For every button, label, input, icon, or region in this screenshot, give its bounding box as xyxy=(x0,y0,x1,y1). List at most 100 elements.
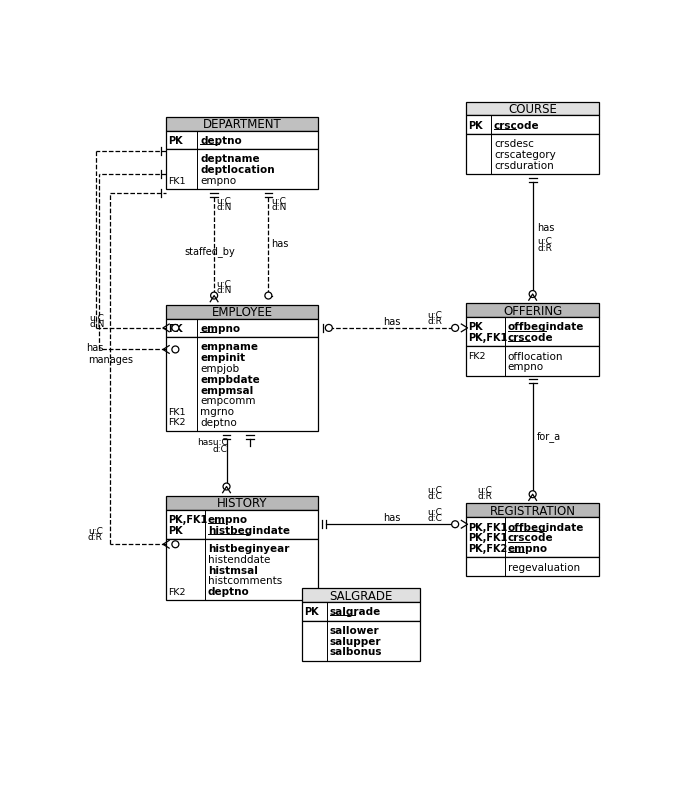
Text: d:R: d:R xyxy=(427,317,442,326)
Text: FK2: FK2 xyxy=(168,418,186,427)
Circle shape xyxy=(172,541,179,548)
Text: FK1: FK1 xyxy=(168,407,186,416)
Text: salupper: salupper xyxy=(330,636,381,646)
Bar xyxy=(466,347,600,376)
Text: PK: PK xyxy=(168,525,183,535)
Bar xyxy=(166,132,318,150)
Text: empname: empname xyxy=(200,342,258,352)
Circle shape xyxy=(529,291,536,298)
Text: PK: PK xyxy=(168,323,183,334)
Text: PK: PK xyxy=(469,322,483,332)
Text: empinit: empinit xyxy=(200,353,246,363)
Bar xyxy=(166,539,318,601)
Text: u:C: u:C xyxy=(538,237,552,246)
Circle shape xyxy=(210,293,217,300)
Text: COURSE: COURSE xyxy=(509,103,557,115)
Text: FK2: FK2 xyxy=(168,587,186,596)
Circle shape xyxy=(172,325,179,332)
Bar xyxy=(166,118,318,132)
Bar xyxy=(166,306,318,319)
Text: PK,FK1: PK,FK1 xyxy=(469,533,508,543)
Text: empno: empno xyxy=(508,362,544,372)
Text: u:C: u:C xyxy=(271,196,286,205)
Text: EMPLOYEE: EMPLOYEE xyxy=(211,306,273,319)
Text: u:C: u:C xyxy=(217,279,231,289)
Bar xyxy=(302,589,420,602)
Text: d:N: d:N xyxy=(271,202,287,212)
Text: empcomm: empcomm xyxy=(200,395,256,406)
Text: crsduration: crsduration xyxy=(494,160,553,171)
Text: crscode: crscode xyxy=(508,333,553,342)
Text: histbegindate: histbegindate xyxy=(208,525,290,535)
Bar xyxy=(166,496,318,510)
Text: has: has xyxy=(384,317,401,326)
Text: PK,FK1: PK,FK1 xyxy=(469,333,508,342)
Text: histcomments: histcomments xyxy=(208,576,282,585)
Text: SALGRADE: SALGRADE xyxy=(329,589,393,602)
Text: PK: PK xyxy=(168,136,183,146)
Text: histenddate: histenddate xyxy=(208,554,270,564)
Text: PK,FK2: PK,FK2 xyxy=(469,544,508,553)
Text: regevaluation: regevaluation xyxy=(508,562,580,572)
Text: d:N: d:N xyxy=(217,286,232,294)
Text: empno: empno xyxy=(508,544,548,553)
Circle shape xyxy=(223,484,230,490)
Text: deptlocation: deptlocation xyxy=(200,165,275,175)
Circle shape xyxy=(452,521,459,528)
Text: DEPARTMENT: DEPARTMENT xyxy=(203,118,282,132)
Text: has: has xyxy=(271,239,289,249)
Bar xyxy=(166,319,318,338)
Text: FK2: FK2 xyxy=(469,352,486,361)
Circle shape xyxy=(265,293,272,300)
Text: has: has xyxy=(538,223,555,233)
Circle shape xyxy=(172,346,179,354)
Bar xyxy=(466,318,600,347)
Text: REGISTRATION: REGISTRATION xyxy=(490,504,575,517)
Text: d:C: d:C xyxy=(427,492,442,500)
Text: PK: PK xyxy=(304,606,319,617)
Text: u:C: u:C xyxy=(427,485,442,495)
Text: d:R: d:R xyxy=(477,492,493,500)
Text: hasu:C: hasu:C xyxy=(197,437,228,446)
Text: FK1: FK1 xyxy=(168,176,186,185)
Text: offlocation: offlocation xyxy=(508,351,563,361)
Bar xyxy=(466,135,600,175)
Bar xyxy=(302,621,420,661)
Circle shape xyxy=(326,325,333,332)
Bar xyxy=(166,338,318,431)
Text: u:C: u:C xyxy=(89,314,104,322)
Bar xyxy=(466,116,600,135)
Text: PK: PK xyxy=(469,120,483,131)
Text: HISTORY: HISTORY xyxy=(217,496,267,509)
Text: histbeginyear: histbeginyear xyxy=(208,544,289,553)
Text: d:C: d:C xyxy=(213,444,228,453)
Text: crscode: crscode xyxy=(494,120,540,131)
Text: d:R: d:R xyxy=(88,533,103,541)
Text: empmsal: empmsal xyxy=(200,385,253,395)
Text: u:C: u:C xyxy=(427,311,442,320)
Text: crscode: crscode xyxy=(508,533,553,543)
Bar xyxy=(466,517,600,557)
Text: u:C: u:C xyxy=(88,526,103,535)
Bar xyxy=(166,510,318,539)
Text: crscategory: crscategory xyxy=(494,150,555,160)
Bar xyxy=(302,602,420,621)
Text: manages: manages xyxy=(88,354,132,364)
Text: PK,FK1: PK,FK1 xyxy=(168,514,208,525)
Text: d:N: d:N xyxy=(89,319,105,328)
Text: offbegindate: offbegindate xyxy=(508,322,584,332)
Text: empno: empno xyxy=(208,514,248,525)
Text: has: has xyxy=(86,342,104,353)
Text: u:C: u:C xyxy=(427,507,442,516)
Bar xyxy=(466,304,600,318)
Text: histmsal: histmsal xyxy=(208,565,258,575)
Text: crsdesc: crsdesc xyxy=(494,139,534,149)
Text: empno: empno xyxy=(200,176,236,186)
Text: deptname: deptname xyxy=(200,154,260,164)
Text: OFFERING: OFFERING xyxy=(503,304,562,318)
Text: u:C: u:C xyxy=(217,196,231,205)
Bar xyxy=(466,557,600,576)
Bar xyxy=(166,150,318,190)
Bar xyxy=(466,504,600,517)
Text: empbdate: empbdate xyxy=(200,375,260,384)
